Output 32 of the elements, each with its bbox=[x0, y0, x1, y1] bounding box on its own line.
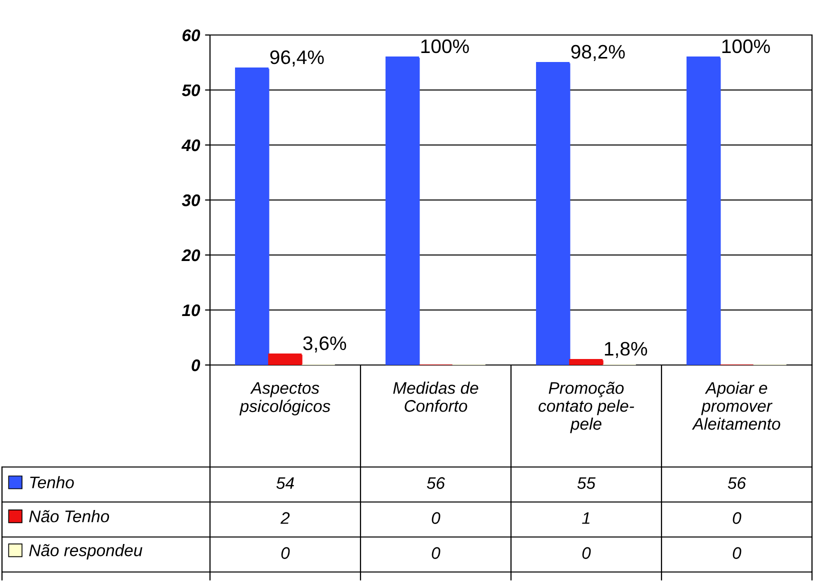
data-label: 0 bbox=[432, 512, 440, 524]
annotation: 96,4% bbox=[270, 50, 324, 66]
x-tick-label: Promoção contato pele- pele bbox=[538, 382, 634, 434]
data-label: 0 bbox=[582, 547, 591, 559]
legend-label: Tenho bbox=[30, 476, 74, 488]
data-label: 0 bbox=[732, 547, 742, 559]
data-label: 0 bbox=[281, 547, 290, 559]
y-tick-label: 50 bbox=[182, 84, 200, 96]
x-tick-label: Aspectos psicológicos bbox=[239, 382, 330, 416]
legend-label: Não respondeu bbox=[29, 544, 142, 560]
data-label: 56 bbox=[728, 477, 746, 489]
data-label: 55 bbox=[577, 477, 596, 489]
y-tick-label: 60 bbox=[182, 29, 200, 42]
data-label: 1 bbox=[582, 512, 590, 524]
y-tick-label: 20 bbox=[181, 249, 200, 262]
data-label: 54 bbox=[276, 477, 294, 489]
data-label: 56 bbox=[426, 477, 446, 489]
annotation: 1,8% bbox=[604, 342, 648, 358]
y-tick-label: 10 bbox=[182, 304, 200, 316]
y-tick-label: 0 bbox=[192, 359, 200, 372]
data-label: 2 bbox=[280, 512, 290, 524]
data-label: 0 bbox=[732, 512, 742, 524]
y-tick-label: 30 bbox=[182, 194, 200, 206]
x-tick-label: Medidas de Conforto bbox=[393, 382, 478, 412]
annotation: 98,2% bbox=[571, 44, 625, 61]
annotation: 100% bbox=[722, 39, 770, 54]
annotation: 100% bbox=[421, 39, 469, 54]
data-label: 0 bbox=[432, 547, 440, 559]
legend-label: Não Tenho bbox=[29, 510, 110, 522]
annotation: 3,6% bbox=[303, 336, 346, 352]
x-tick-label: Apoiar e promover Aleitamento bbox=[692, 382, 780, 430]
y-tick-label: 40 bbox=[181, 139, 200, 152]
